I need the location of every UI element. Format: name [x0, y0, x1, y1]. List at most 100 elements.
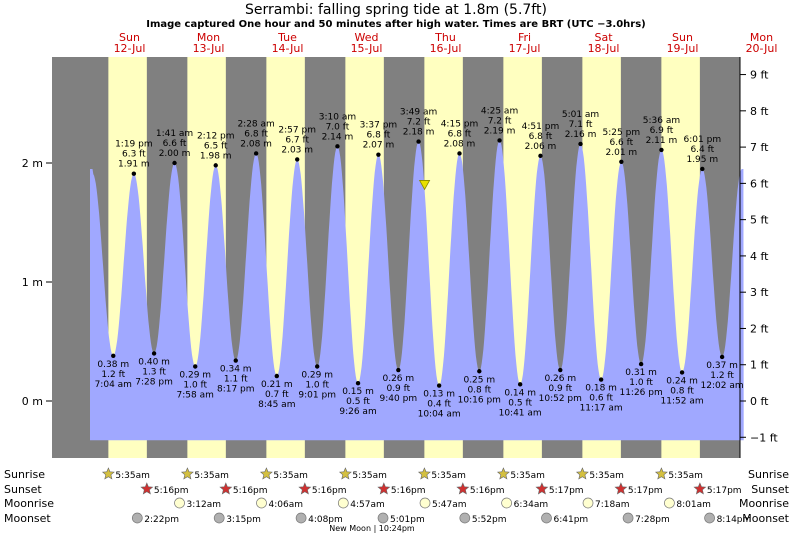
low-tide-label: 0.34 m: [220, 365, 252, 375]
high-tide-label: 7.1 ft: [569, 120, 593, 130]
high-tide-label: 6:01 pm: [684, 135, 722, 145]
high-tide-label: 4:51 pm: [522, 122, 560, 132]
high-tide-label: 2.01 m: [606, 148, 638, 158]
sunset-time: 5:16pm: [470, 486, 505, 496]
astronomy-rows: Sunrise Sunrise 5:35am 5:35am 5:35am 5:35am 5:…: [4, 467, 790, 533]
high-tide-dot: [213, 163, 218, 168]
day-date: 19-Jul: [667, 42, 699, 55]
moonset-row-label-left: Moonset: [4, 512, 51, 525]
low-tide-label: 0.25 m: [463, 375, 495, 385]
moonset-icon: [541, 512, 552, 524]
day-name: Tue: [277, 31, 297, 44]
high-tide-dot: [376, 152, 381, 157]
moonrise-time: 4:06am: [268, 500, 303, 510]
high-tide-label: 6.8 ft: [244, 129, 268, 139]
high-tide-label: 1.98 m: [200, 151, 232, 161]
high-tide-label: 2.03 m: [281, 145, 313, 155]
high-tide-label: 1:41 am: [156, 129, 193, 139]
high-tide-label: 5:36 am: [643, 116, 680, 126]
low-tide-label: 0.29 m: [179, 370, 211, 380]
sunset-time: 5:17pm: [549, 486, 584, 496]
right-axis-tick-label: 6 ft: [750, 177, 769, 190]
high-tide-label: 6.6 ft: [163, 139, 187, 149]
sunrise-icon: [180, 467, 194, 480]
moonrise-time: 5:47am: [432, 500, 467, 510]
low-tide-dot: [396, 367, 401, 373]
high-tide-label: 7.2 ft: [407, 118, 431, 128]
high-tide-label: 2:28 am: [237, 119, 274, 129]
sunrise-icon: [259, 467, 273, 480]
chart-subtitle: Image captured One hour and 50 minutes a…: [146, 19, 646, 30]
moonset-row-label-right: Moonset: [742, 512, 789, 525]
sunset-icon: [456, 482, 470, 495]
high-tide-label: 2:57 pm: [278, 125, 316, 135]
low-tide-dot: [193, 364, 198, 369]
day-name: Wed: [355, 31, 379, 44]
moonset-time: 6:41pm: [553, 515, 588, 525]
low-tide-label: 1.2 ft: [101, 370, 125, 380]
day-date: 15-Jul: [351, 42, 383, 55]
high-tide-label: 2.14 m: [322, 132, 354, 142]
high-tide-dot: [295, 157, 300, 162]
low-tide-label: 1.0 ft: [629, 378, 653, 388]
low-tide-dot: [517, 382, 523, 387]
low-tide-dot: [355, 380, 361, 386]
sunset-time: 5:16pm: [391, 486, 426, 496]
low-tide-label: 0.24 m: [666, 376, 698, 386]
high-tide-label: 6.9 ft: [650, 126, 674, 136]
low-tide-label: 10:04 am: [418, 410, 461, 420]
low-tide-label: 1.2 ft: [710, 371, 734, 381]
high-tide-dot: [416, 139, 421, 144]
high-tide-label: 2.19 m: [484, 126, 516, 136]
low-tide-label: 0.38 m: [97, 360, 129, 370]
low-tide-label: 0.7 ft: [265, 390, 289, 400]
day-name: Sat: [594, 31, 613, 44]
low-tide-dot: [477, 369, 482, 374]
day-date: 13-Jul: [193, 42, 225, 55]
left-axis-tick-label: 2 m: [22, 157, 43, 170]
right-axis-tick-label: 7 ft: [750, 141, 769, 154]
high-tide-label: 1.91 m: [118, 160, 150, 170]
right-axis-tick-label: 3 ft: [750, 286, 769, 299]
low-tide-label: 11:52 am: [661, 396, 704, 406]
high-tide-label: 3:37 pm: [360, 121, 398, 131]
low-tide-dot: [436, 383, 442, 388]
low-tide-label: 0.8 ft: [467, 385, 491, 395]
high-tide-label: 2.11 m: [646, 136, 678, 146]
high-tide-label: 3:10 am: [319, 112, 356, 122]
sunset-icon: [377, 482, 391, 495]
low-tide-label: 7:28 pm: [135, 377, 173, 387]
moonset-icon: [131, 512, 143, 524]
moonrise-time: 4:57am: [350, 500, 385, 510]
moonrise-icon: [582, 497, 594, 509]
sunset-icon: [693, 482, 707, 495]
low-tide-label: 0.9 ft: [386, 384, 410, 394]
moonrise-icon: [664, 497, 675, 509]
right-axis-tick-label: 8 ft: [750, 105, 769, 118]
sunset-icon: [535, 482, 549, 495]
high-tide-label: 7.0 ft: [326, 122, 350, 132]
day-name: Sun: [672, 31, 693, 44]
moonrise-time: 3:12am: [187, 500, 222, 510]
low-tide-dot: [719, 354, 725, 360]
high-tide-label: 5:25 pm: [603, 128, 641, 138]
sunrise-time: 5:35am: [589, 471, 624, 481]
low-tide-label: 0.18 m: [585, 384, 617, 394]
low-tide-label: 12:02 am: [701, 381, 744, 391]
right-axis-tick-label: 9 ft: [750, 69, 769, 82]
high-tide-label: 6.6 ft: [609, 138, 633, 148]
right-axis-tick-label: 2 ft: [750, 322, 769, 335]
low-tide-label: 0.26 m: [544, 374, 576, 384]
low-tide-label: 7:04 am: [95, 380, 132, 390]
low-tide-label: 0.5 ft: [346, 397, 370, 407]
moonset-time: 3:15pm: [226, 515, 261, 525]
moonrise-icon: [174, 497, 185, 509]
low-tide-dot: [111, 353, 116, 358]
moonrise-icon: [419, 497, 431, 509]
high-tide-label: 1:19 pm: [115, 140, 153, 150]
low-tide-dot: [558, 367, 563, 373]
high-tide-label: 2.18 m: [403, 128, 435, 138]
moonset-icon: [377, 512, 389, 524]
low-tide-label: 8:17 pm: [217, 385, 255, 395]
